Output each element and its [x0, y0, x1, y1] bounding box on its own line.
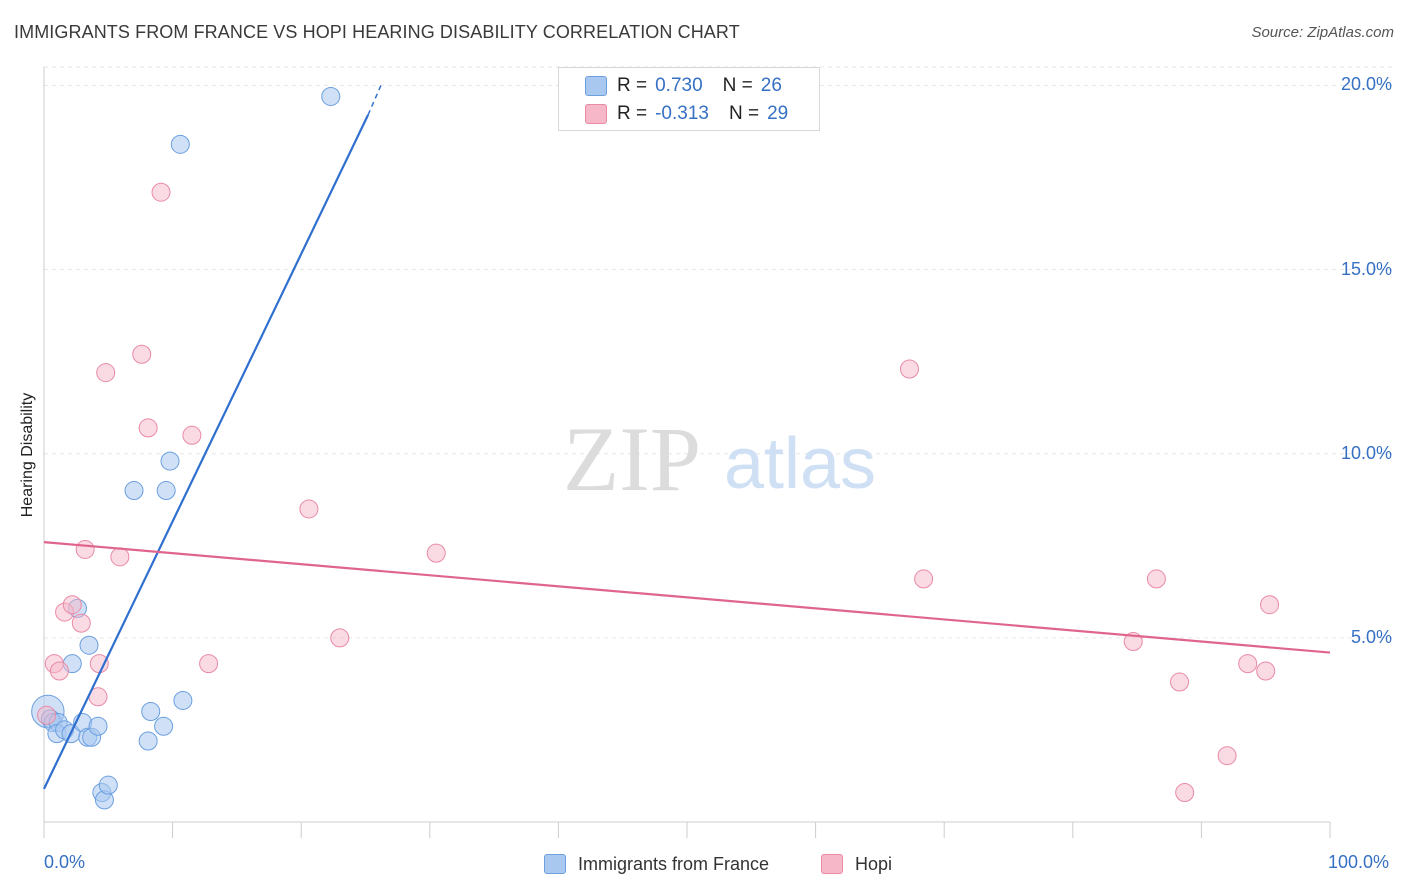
data-point-hopi — [37, 705, 57, 725]
legend-label-france: Immigrants from France — [578, 853, 770, 874]
legend-row-hopi: R = -0.313 N = 29 — [585, 101, 788, 127]
trend-line-france-extension — [367, 85, 382, 116]
watermark-zip: ZIP — [563, 408, 701, 510]
data-point-hopi — [49, 661, 69, 681]
y-tick-label: 20.0% — [1340, 74, 1392, 95]
data-point-france — [156, 481, 176, 501]
data-point-hopi — [1238, 654, 1258, 674]
legend-swatch-france — [585, 76, 607, 96]
legend-n-label: N = — [722, 75, 753, 96]
x-tick-label-min: 0.0% — [44, 852, 86, 872]
correlation-legend: R = 0.730 N = 26 R = -0.313 N = 29 — [558, 67, 820, 131]
series-hopi — [37, 182, 1280, 803]
legend-swatch-hopi — [821, 854, 843, 874]
y-tick-label: 15.0% — [1340, 258, 1392, 279]
data-point-hopi — [89, 654, 109, 674]
legend-n-value: 29 — [767, 103, 789, 124]
legend-r-value: -0.313 — [655, 103, 709, 124]
legend-swatch-france — [544, 854, 566, 874]
data-point-hopi — [330, 628, 350, 648]
data-point-france — [124, 481, 144, 501]
y-tick-label: 10.0% — [1340, 442, 1392, 463]
legend-r-label: R = — [617, 103, 648, 124]
data-point-hopi — [1170, 672, 1190, 692]
gridlines — [44, 66, 1395, 639]
axes — [43, 67, 1331, 838]
data-point-france — [321, 86, 341, 106]
data-point-france — [98, 775, 118, 795]
legend-n-label: N = — [728, 103, 760, 124]
trend-lines — [43, 85, 1331, 790]
legend-item-hopi: Hopi — [821, 850, 892, 878]
data-point-hopi — [138, 418, 158, 438]
data-point-france — [138, 731, 158, 751]
watermark: ZIP atlas — [563, 408, 876, 510]
trend-line-hopi — [43, 541, 1331, 654]
data-point-hopi — [71, 613, 91, 633]
data-point-hopi — [62, 595, 82, 615]
source-label: Source: ZipAtlas.com — [1251, 24, 1394, 41]
data-point-hopi — [299, 499, 319, 519]
data-point-france — [170, 134, 190, 154]
data-point-hopi — [1146, 569, 1166, 589]
data-point-hopi — [182, 425, 202, 445]
data-point-hopi — [199, 654, 219, 674]
data-point-hopi — [426, 543, 446, 563]
data-point-france — [154, 716, 174, 736]
legend-n-value: 26 — [760, 75, 782, 96]
trend-line-france — [43, 114, 370, 790]
data-point-hopi — [1217, 746, 1237, 766]
data-point-france — [79, 635, 99, 655]
data-point-hopi — [914, 569, 934, 589]
watermark-atlas: atlas — [724, 424, 876, 504]
data-point-france — [160, 451, 180, 471]
y-tick-label: 5.0% — [1350, 626, 1392, 647]
legend-label-hopi: Hopi — [855, 853, 893, 874]
legend-r-value: 0.730 — [655, 75, 703, 96]
data-point-hopi — [75, 539, 95, 559]
data-point-hopi — [132, 344, 152, 364]
legend-swatch-hopi — [585, 104, 607, 124]
data-point-hopi — [1175, 783, 1195, 803]
data-point-france — [141, 702, 161, 722]
legend-r-label: R = — [617, 75, 648, 96]
series-immigrants-from-france — [31, 86, 341, 810]
data-point-hopi — [151, 182, 171, 202]
data-point-france — [88, 716, 108, 736]
legend-item-france: Immigrants from France — [544, 850, 769, 878]
chart-title: IMMIGRANTS FROM FRANCE VS HOPI HEARING D… — [14, 22, 740, 42]
legend-row-france: R = 0.730 N = 26 — [585, 73, 782, 99]
data-point-hopi — [96, 363, 116, 383]
data-point-hopi — [1260, 595, 1280, 615]
data-point-france — [173, 690, 193, 710]
data-point-hopi — [110, 547, 130, 567]
x-tick-label-max: 100.0% — [1328, 852, 1390, 872]
data-point-hopi — [899, 359, 919, 379]
data-point-hopi — [1256, 661, 1276, 681]
